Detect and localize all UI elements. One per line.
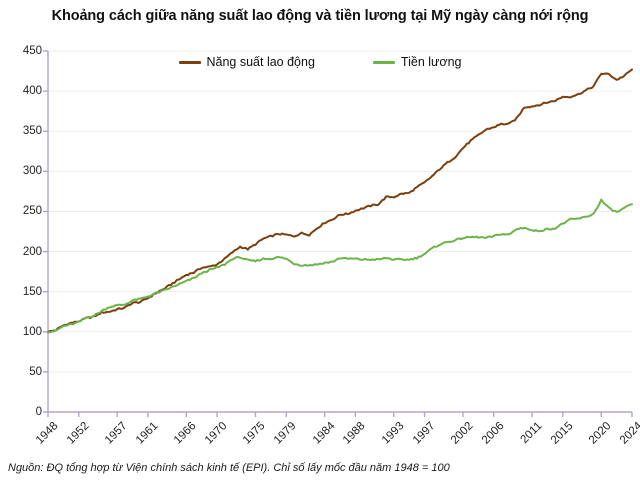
y-tick-label: 200 (22, 245, 42, 258)
source-note: Nguồn: ĐQ tổng hợp từ Viện chính sách ki… (8, 462, 450, 474)
legend-swatch-wage (372, 60, 395, 64)
y-tick-label: 450 (22, 45, 42, 57)
chart-title: Khoảng cách giữa năng suất lao động và t… (51, 8, 589, 24)
y-tick-label: 50 (29, 365, 42, 378)
y-tick-label: 100 (22, 325, 42, 338)
y-tick-label: 300 (22, 165, 42, 178)
y-tick-label: 0 (35, 406, 42, 418)
y-tick-label: 250 (22, 205, 42, 218)
series-line-wage[interactable] (47, 198, 633, 334)
legend-label-productivity: Năng suất lao động (206, 55, 315, 69)
legend-swatch-productivity (178, 60, 201, 64)
legend-item-wage[interactable]: Tiền lương (372, 55, 462, 69)
legend-item-productivity[interactable]: Năng suất lao động (178, 55, 315, 69)
y-tick-label: 400 (22, 85, 42, 98)
y-tick-label: 150 (22, 285, 42, 298)
y-axis-labels: 0 50 100 150 200 250 300 350 400 450 (4, 0, 42, 489)
series-line-productivity[interactable] (47, 68, 633, 334)
y-tick-label: 350 (22, 125, 42, 138)
legend-label-wage: Tiền lương (400, 55, 462, 69)
chart-legend: Năng suất lao động Tiền lương (0, 55, 640, 69)
